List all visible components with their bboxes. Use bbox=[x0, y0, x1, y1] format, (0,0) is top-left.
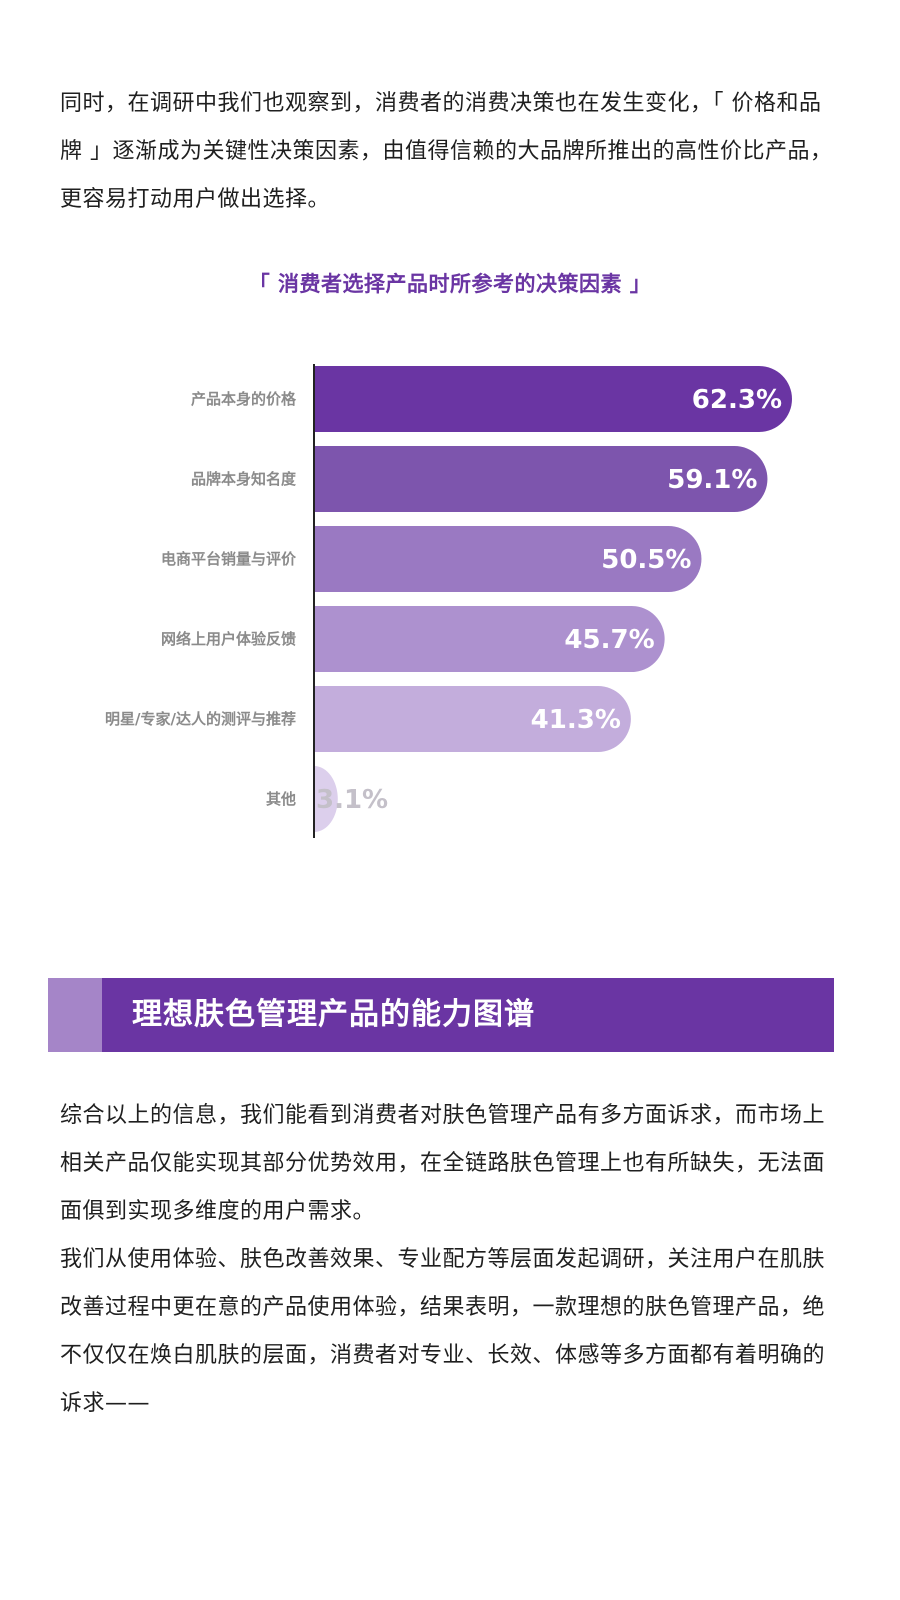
bar-1 bbox=[314, 366, 792, 432]
value-label-5: 41.3% bbox=[531, 705, 621, 735]
value-label-4: 45.7% bbox=[564, 625, 654, 655]
category-label-4: 网络上用户体验反馈 bbox=[161, 630, 296, 648]
section-title: 理想肤色管理产品的能力图谱 bbox=[132, 997, 535, 1032]
section-header-accent bbox=[48, 978, 102, 1052]
category-label-3: 电商平台销量与评价 bbox=[161, 550, 297, 568]
decision-factors-bar-chart: 产品本身的价格 62.3% 品牌本身知名度 59.1% 电商平台销量与评价 50.5% 网络… bbox=[105, 364, 792, 838]
value-label-3: 50.5% bbox=[601, 545, 691, 575]
bar-2 bbox=[314, 446, 768, 512]
summary-paragraph-1: 综合以上的信息，我们能看到消费者对肤色管理产品有多方面诉求，而市场上相关产品仅能… bbox=[60, 1103, 826, 1224]
value-label-6: 3.1% bbox=[316, 785, 388, 815]
summary-paragraph-2: 我们从使用体验、肤色改善效果、专业配方等层面发起调研，关注用户在肌肤改善过程中更… bbox=[60, 1247, 826, 1416]
bar-6 bbox=[314, 766, 338, 832]
bar-5 bbox=[314, 686, 631, 752]
chart-title: 「 消费者选择产品时所参考的决策因素 」 bbox=[248, 272, 652, 296]
value-label-2: 59.1% bbox=[667, 465, 757, 495]
value-label-1: 62.3% bbox=[692, 385, 782, 415]
bar-4 bbox=[314, 606, 665, 672]
category-label-1: 产品本身的价格 bbox=[191, 390, 297, 408]
section-header: 理想肤色管理产品的能力图谱 bbox=[48, 978, 834, 1052]
category-label-6: 其他 bbox=[266, 790, 296, 808]
category-label-5: 明星/专家/达人的测评与推荐 bbox=[105, 710, 296, 728]
intro-paragraph: 同时，在调研中我们也观察到，消费者的消费决策也在发生变化，「 价格和品牌 」逐渐… bbox=[60, 91, 833, 212]
category-label-2: 品牌本身知名度 bbox=[191, 470, 297, 488]
bar-3 bbox=[314, 526, 702, 592]
